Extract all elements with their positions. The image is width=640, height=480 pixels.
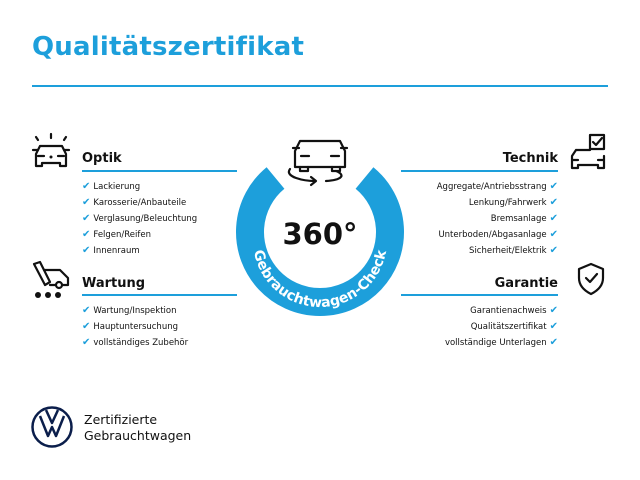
technik-list: Aggregate/Antriebsstrang ✔ Lenkung/Fahrwe…	[437, 179, 558, 259]
service-van-icon	[32, 260, 70, 298]
list-item: ✔ Karosserie/Anbauteile	[82, 197, 187, 208]
check-icon: ✔	[82, 197, 91, 208]
vw-logo	[31, 406, 73, 448]
check-icon: ✔	[549, 197, 558, 208]
list-item: ✔ Lackierung	[82, 181, 141, 192]
car-rotate-icon	[287, 139, 349, 187]
list-item: Unterboden/Abgasanlage ✔	[438, 229, 558, 240]
list-item: Aggregate/Antriebsstrang ✔	[436, 181, 558, 192]
check-icon: ✔	[549, 181, 558, 192]
list-item: ✔ Felgen/Reifen	[82, 229, 152, 240]
badge-ring-text: Gebrauchtwagen-Check	[250, 248, 390, 311]
check-icon: ✔	[82, 245, 91, 256]
section-heading-garantie: Garantie	[494, 276, 558, 291]
shield-check-icon	[577, 262, 605, 296]
wartung-list: ✔ Wartung/Inspektion ✔ Hauptuntersuchung ✔…	[82, 303, 188, 351]
check-icon: ✔	[549, 305, 558, 316]
badge-ring	[236, 167, 404, 317]
list-item: ✔ vollständiges Zubehör	[82, 337, 189, 348]
title-divider	[32, 85, 608, 87]
list-item: ✔ Verglasung/Beleuchtung	[82, 213, 198, 224]
check-icon: ✔	[549, 245, 558, 256]
optik-divider	[82, 170, 237, 172]
car-lights-icon	[31, 132, 71, 168]
check-icon: ✔	[82, 305, 91, 316]
section-heading-optik: Optik	[82, 151, 122, 166]
check-icon: ✔	[82, 229, 91, 240]
wartung-divider	[82, 294, 237, 296]
list-item: Bremsanlage ✔	[490, 213, 558, 224]
check-360-badge: 360° Gebrauchtwagen-Check	[236, 139, 404, 317]
page-title: Qualitätszertifikat	[32, 32, 305, 62]
list-item: ✔ Wartung/Inspektion	[82, 305, 177, 316]
check-icon: ✔	[82, 181, 91, 192]
garantie-divider	[401, 294, 558, 296]
list-item: ✔ Innenraum	[82, 245, 140, 256]
check-icon: ✔	[82, 321, 91, 332]
optik-list: ✔ Lackierung ✔ Karosserie/Anbauteile ✔ Verg…	[82, 179, 197, 259]
technik-divider	[401, 170, 558, 172]
section-heading-wartung: Wartung	[82, 276, 146, 291]
check-icon: ✔	[82, 337, 91, 348]
list-item: Garantienachweis ✔	[470, 305, 558, 316]
list-item: ✔ Hauptuntersuchung	[82, 321, 178, 332]
list-item: vollständige Unterlagen ✔	[444, 337, 558, 348]
list-item: Sicherheit/Elektrik ✔	[469, 245, 558, 256]
car-checklist-icon	[570, 133, 606, 170]
check-icon: ✔	[549, 213, 558, 224]
list-item: Lenkung/Fahrwerk ✔	[468, 197, 558, 208]
check-icon: ✔	[549, 321, 558, 332]
garantie-list: Garantienachweis ✔ Qualitätszertifikat ✔ v…	[445, 303, 558, 351]
brand-text: Zertifizierte Gebrauchtwagen	[84, 412, 192, 443]
check-icon: ✔	[82, 213, 91, 224]
section-heading-technik: Technik	[502, 151, 558, 166]
check-icon: ✔	[549, 229, 558, 240]
badge-number: 360°	[282, 217, 357, 251]
check-icon: ✔	[549, 337, 558, 348]
list-item: Qualitätszertifikat ✔	[470, 321, 558, 332]
